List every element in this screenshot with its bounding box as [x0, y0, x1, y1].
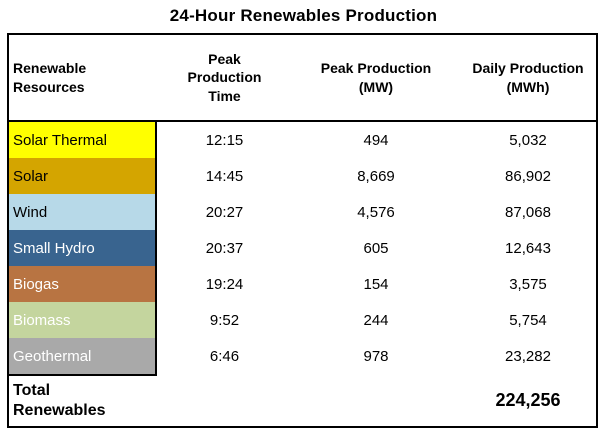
page-title: 24-Hour Renewables Production — [169, 6, 438, 25]
resource-swatch-cell: Biogas — [9, 266, 157, 302]
total-empty-peak-cell — [292, 374, 460, 426]
daily-mwh-value: 12,643 — [505, 239, 551, 257]
table-body: Solar Thermal 12:15 494 5,032 Solar 14:4… — [9, 122, 596, 374]
header-renewable-resources-label: Renewable Resources — [13, 60, 87, 95]
peak-mw-value: 494 — [363, 131, 389, 149]
total-row: Total Renewables 224,256 — [9, 374, 596, 426]
daily-mwh-value: 87,068 — [505, 203, 551, 221]
daily-mwh-value: 23,282 — [505, 347, 551, 365]
header-renewable-resources: Renewable Resources — [9, 35, 157, 120]
header-peak-production-time: Peak Production Time — [157, 35, 292, 120]
daily-mwh-value: 5,032 — [509, 131, 547, 149]
daily-mwh-value: 86,902 — [505, 167, 551, 185]
resource-label: Geothermal — [13, 347, 92, 365]
resource-swatch-cell: Small Hydro — [9, 230, 157, 266]
table-row: Wind 20:27 4,576 87,068 — [9, 194, 596, 230]
peak-mw-value: 605 — [363, 239, 389, 257]
renewables-table: Renewable Resources Peak Production Time… — [7, 33, 598, 428]
resource-label: Biomass — [13, 311, 71, 329]
resource-label: Small Hydro — [13, 239, 95, 257]
daily-mwh-value: 3,575 — [509, 275, 547, 293]
peak-mw-value: 154 — [363, 275, 389, 293]
resource-swatch-cell: Solar — [9, 158, 157, 194]
peak-time-value: 20:37 — [205, 239, 244, 257]
table-row: Biogas 19:24 154 3,575 — [9, 266, 596, 302]
header-peak-production-mw: Peak Production (MW) — [292, 35, 460, 120]
resource-label: Wind — [13, 203, 48, 221]
table-header-row: Renewable Resources Peak Production Time… — [9, 35, 596, 122]
header-peak-production-mw-label: Peak Production (MW) — [320, 60, 432, 95]
peak-time-value: 20:27 — [205, 203, 244, 221]
resource-label: Biogas — [13, 275, 59, 293]
table-row: Solar Thermal 12:15 494 5,032 — [9, 122, 596, 158]
daily-mwh-value: 5,754 — [509, 311, 547, 329]
peak-mw-value: 4,576 — [357, 203, 395, 221]
peak-time-value: 9:52 — [209, 311, 240, 329]
resource-swatch-cell: Wind — [9, 194, 157, 230]
table-row: Biomass 9:52 244 5,754 — [9, 302, 596, 338]
header-peak-production-time-label: Peak Production Time — [187, 51, 262, 104]
resource-swatch-cell: Biomass — [9, 302, 157, 338]
header-daily-production-mwh-label: Daily Production (MWh) — [472, 60, 584, 95]
header-daily-production-mwh: Daily Production (MWh) — [460, 35, 596, 120]
peak-time-value: 6:46 — [209, 347, 240, 365]
total-label-cell: Total Renewables — [9, 374, 157, 426]
resource-label: Solar Thermal — [13, 131, 107, 149]
peak-mw-value: 8,669 — [357, 167, 395, 185]
resource-label: Solar — [13, 167, 49, 185]
table-row: Solar 14:45 8,669 86,902 — [9, 158, 596, 194]
peak-mw-value: 244 — [363, 311, 389, 329]
table-row: Geothermal 6:46 978 23,282 — [9, 338, 596, 374]
peak-time-value: 14:45 — [205, 167, 244, 185]
peak-time-value: 19:24 — [205, 275, 244, 293]
total-daily-mwh-value: 224,256 — [495, 389, 561, 410]
table-row: Small Hydro 20:37 605 12,643 — [9, 230, 596, 266]
total-label: Total Renewables — [13, 382, 106, 419]
total-empty-time-cell — [157, 374, 292, 426]
resource-swatch-cell: Geothermal — [9, 338, 157, 374]
resource-swatch-cell: Solar Thermal — [9, 122, 157, 158]
peak-mw-value: 978 — [363, 347, 389, 365]
peak-time-value: 12:15 — [205, 131, 244, 149]
